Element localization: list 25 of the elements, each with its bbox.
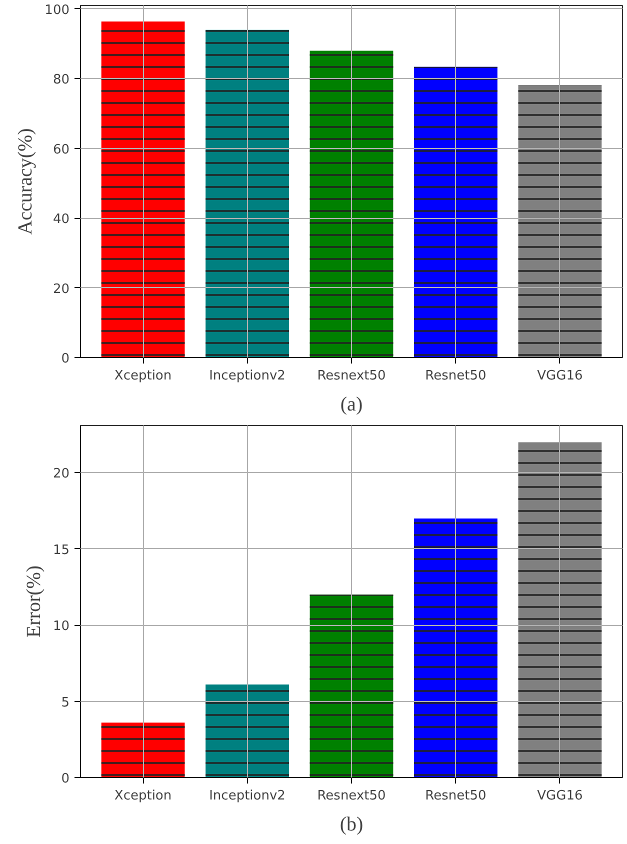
y-tick-label: 0 [61,352,70,366]
x-tick-label: Resnext50 [317,788,386,804]
y-tick-label: 20 [52,466,70,482]
x-tick-label: Inceptionv2 [209,788,286,804]
y-tick-label: 20 [52,282,70,297]
x-tick-label: Resnet50 [425,788,486,804]
x-tick-label: Xception [114,368,172,384]
y-tick-label: 10 [52,619,70,634]
x-tick-label: Resnet50 [425,368,486,384]
x-tick-label: Inceptionv2 [209,368,286,384]
y-tick-label: 60 [52,142,70,158]
y-tick-label: 80 [52,72,70,88]
y-tick-label: 15 [52,542,70,558]
x-tick-label: Resnext50 [317,368,386,384]
y-tick-label: 5 [61,695,70,710]
y-tick-label: 100 [44,2,70,18]
x-tick-label: VGG16 [537,788,583,804]
text: (a) [340,394,363,416]
y-tick-label: 0 [61,772,70,786]
text: (b) [340,814,364,836]
y-tick-label: 40 [52,212,70,228]
x-tick-label: Xception [114,788,172,804]
y-axis-title: Error(%) [22,565,45,638]
y-axis-title: Accuracy(%) [14,128,37,235]
x-tick-label: VGG16 [537,368,583,384]
